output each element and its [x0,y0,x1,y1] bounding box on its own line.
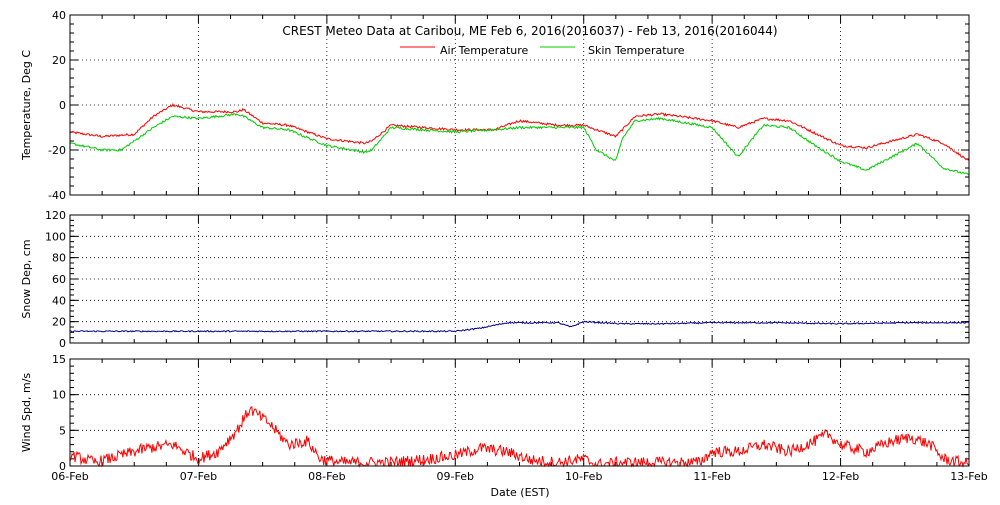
y-axis-label: Snow Dep, cm [20,239,33,318]
y-tick-label: 20 [52,316,66,329]
chart-title: CREST Meteo Data at Caribou, ME Feb 6, 2… [282,24,777,38]
y-tick-label: 60 [52,273,66,286]
y-tick-label: 0 [59,99,66,112]
series-line [69,102,970,161]
y-tick-label: -20 [48,144,66,157]
series-line [69,113,970,176]
x-tick-label: 09-Feb [437,470,474,483]
y-tick-label: 80 [52,252,66,265]
x-tick-label: 13-Feb [950,470,987,483]
y-tick-label: 100 [45,230,66,243]
legend-entry: Skin Temperature [588,44,685,57]
series-line [69,405,970,468]
panel-frame [69,214,970,344]
y-tick-label: 120 [45,209,66,222]
y-tick-label: 40 [52,9,66,22]
panel-frame [69,358,970,467]
panel-frame [69,14,970,196]
x-tick-label: 12-Feb [822,470,859,483]
y-tick-label: 40 [52,294,66,307]
x-tick-label: 06-Feb [51,470,88,483]
x-tick-label: 10-Feb [565,470,602,483]
y-axis-label: Temperature, Deg C [20,50,33,161]
x-axis-label: Date (EST) [490,486,549,499]
y-tick-label: 0 [59,337,66,350]
legend-entry: Air Temperature [440,44,529,57]
x-tick-label: 07-Feb [180,470,217,483]
y-tick-label: 20 [52,54,66,67]
y-tick-label: 0 [59,460,66,473]
y-axis-label: Wind Spd, m/s [20,373,33,453]
x-tick-label: 11-Feb [693,470,730,483]
series-line [69,320,970,333]
y-tick-label: 10 [52,389,66,402]
y-tick-label: 5 [59,424,66,437]
y-tick-label: 15 [52,353,66,366]
y-tick-label: -40 [48,189,66,202]
x-tick-label: 08-Feb [308,470,345,483]
